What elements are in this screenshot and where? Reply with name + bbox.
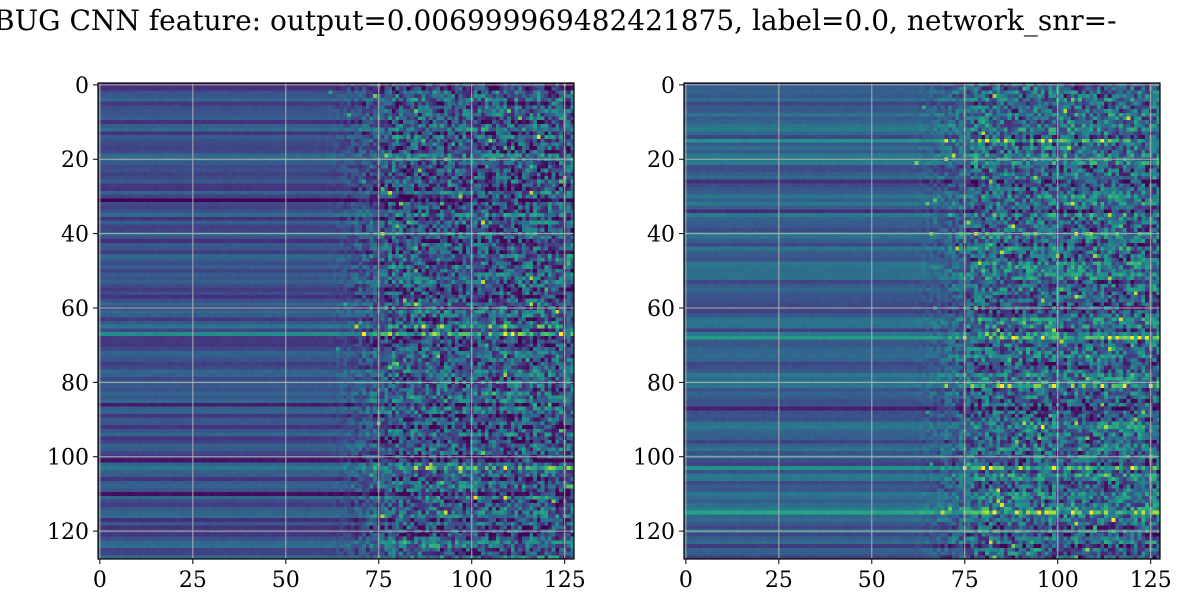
y-tick-label: 20: [647, 148, 675, 173]
y-tick-label: 120: [47, 520, 89, 545]
x-tick-label: 125: [544, 568, 586, 593]
y-tick-label: 120: [633, 520, 675, 545]
y-tick-label: 40: [61, 223, 89, 248]
x-tick-label: 125: [1130, 568, 1172, 593]
x-tick-label: 0: [679, 568, 693, 593]
x-tick-label: 25: [765, 568, 793, 593]
y-tick-label: 80: [647, 371, 675, 396]
x-tick-label: 0: [93, 568, 107, 593]
x-tick-label: 100: [1037, 568, 1079, 593]
x-tick-label: 75: [951, 568, 979, 593]
y-tick-label: 100: [47, 446, 89, 471]
y-tick-label: 40: [647, 223, 675, 248]
y-tick-label: 0: [75, 74, 89, 99]
x-tick-label: 50: [858, 568, 886, 593]
axes-frame: [683, 82, 1161, 560]
heatmap-image: [98, 83, 574, 559]
y-tick-label: 60: [647, 297, 675, 322]
heatmap-panel-left: 0 25 50 75 100 125 0 20 40 60 80 100 120: [47, 74, 586, 593]
x-tick-label: 50: [272, 568, 300, 593]
y-tick-label: 80: [61, 371, 89, 396]
y-tick-label: 20: [61, 148, 89, 173]
x-tick-label: 100: [451, 568, 493, 593]
heatmap-panel-right: 0 25 50 75 100 125 0 20 40 60 80 100 120: [633, 74, 1172, 593]
x-tick-label: 25: [179, 568, 207, 593]
figure-title: BUG CNN feature: output=0.00699996948242…: [0, 4, 1117, 37]
axes-frame: [97, 82, 575, 560]
heatmap-image: [684, 83, 1160, 559]
x-tick-label: 75: [365, 568, 393, 593]
y-tick-label: 0: [661, 74, 675, 99]
y-tick-label: 100: [633, 446, 675, 471]
y-tick-label: 60: [61, 297, 89, 322]
